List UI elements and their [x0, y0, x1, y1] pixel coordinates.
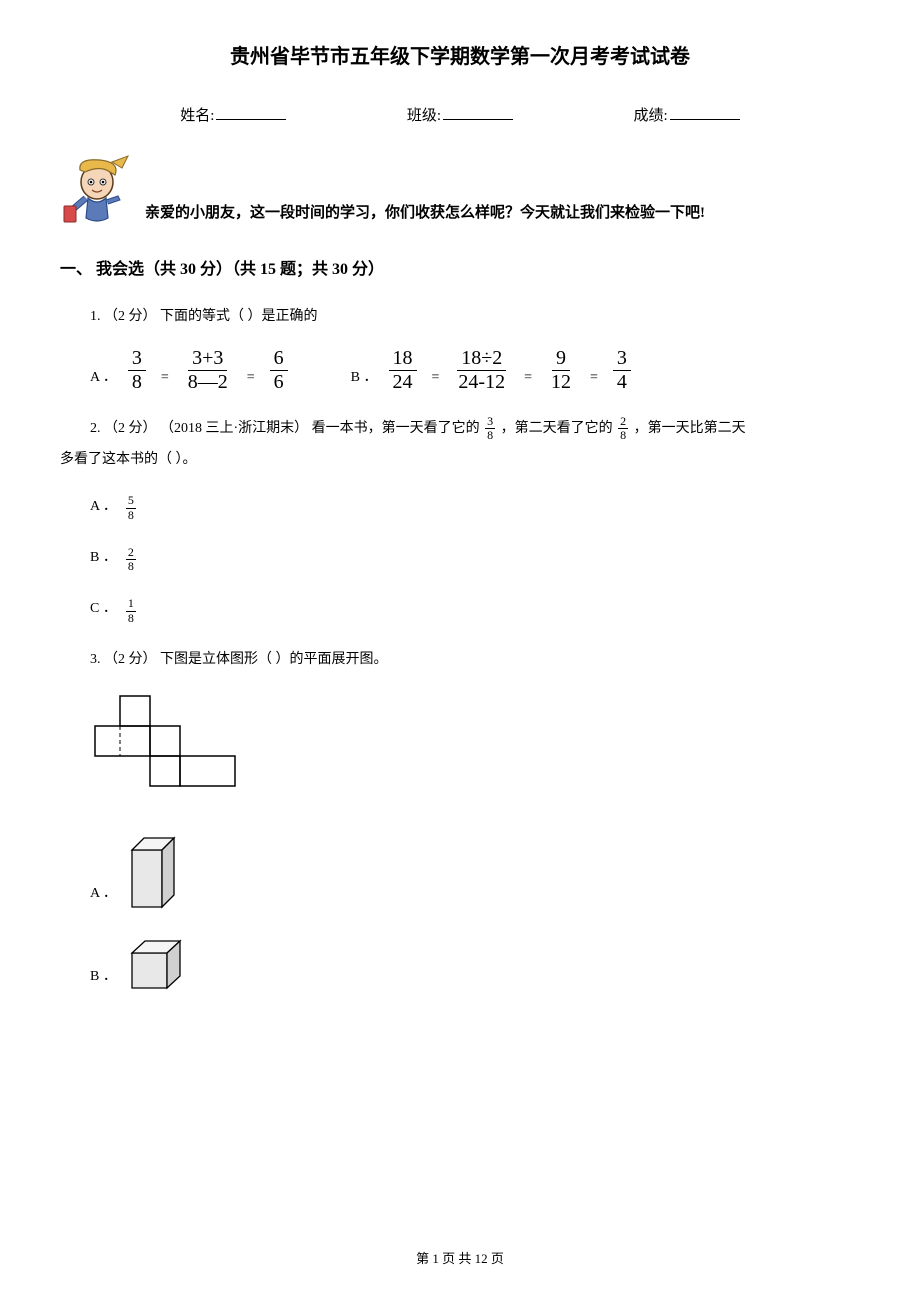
frac-num: 9	[552, 347, 570, 371]
equals-sign: =	[432, 365, 440, 394]
q2-frac2: 2 8	[618, 415, 628, 444]
frac-num: 3+3	[188, 347, 227, 371]
frac-den: 12	[547, 371, 575, 394]
frac-num: 6	[270, 347, 288, 371]
class-field: 班级:	[407, 104, 513, 125]
q1-stem: 下面的等式（ ）是正确的	[160, 309, 318, 324]
class-label: 班级:	[407, 104, 441, 125]
student-info-row: 姓名: 班级: 成绩:	[60, 104, 860, 125]
greeting-row: 亲爱的小朋友，这一段时间的学习，你们收获怎么样呢？今天就让我们来检验一下吧!	[60, 150, 860, 230]
q2-points: （2 分）	[104, 421, 157, 436]
frac-den: 6	[270, 371, 288, 394]
q1-option-a: A ． 3 8 = 3+3 8—2 = 6 6	[90, 347, 291, 394]
q1-optB-label: B ．	[351, 365, 378, 394]
q1b-frac4: 3 4	[613, 347, 631, 394]
frac-num: 2	[126, 546, 136, 561]
q1-options: A ． 3 8 = 3+3 8—2 = 6 6 B ． 18 24 =	[90, 347, 860, 394]
equals-sign: =	[247, 365, 255, 394]
frac-den: 24-12	[454, 371, 509, 394]
q3-option-a: A ．	[90, 835, 860, 910]
q2-p2: ，第二天看了它的	[501, 421, 613, 436]
q2-option-c: C ． 1 8	[90, 596, 860, 625]
frac-num: 3	[613, 347, 631, 371]
q2-line2: 多看了这本书的（ ）。	[60, 452, 197, 467]
frac-den: 8	[128, 371, 146, 394]
frac-num: 3	[128, 347, 146, 371]
q1-option-b: B ． 18 24 = 18÷2 24-12 = 9 12 = 3 4	[351, 347, 634, 394]
page-footer: 第 1 页 共 12 页	[0, 1248, 920, 1267]
q2-source: （2018 三上·浙江期末）	[160, 421, 308, 436]
frac-num: 2	[618, 415, 628, 430]
frac-den: 8	[485, 429, 495, 443]
score-blank	[670, 119, 740, 120]
q3-points: （2 分）	[104, 652, 157, 667]
q2b-frac: 2 8	[126, 546, 136, 575]
q3-number: 3.	[90, 652, 101, 667]
score-field: 成绩:	[634, 104, 740, 125]
q1b-frac1: 18 24	[389, 347, 417, 394]
equals-sign: =	[161, 365, 169, 394]
q3-option-b: B ．	[90, 938, 860, 993]
q1a-frac2: 3+3 8—2	[184, 347, 232, 394]
page-title: 贵州省毕节市五年级下学期数学第一次月考考试试卷	[60, 40, 860, 69]
section-1-header: 一、 我会选（共 30 分）（共 15 题；共 30 分）	[60, 255, 860, 279]
q2c-frac: 1 8	[126, 597, 136, 626]
q3-stem: 下图是立体图形（ ）的平面展开图。	[160, 652, 388, 667]
equals-sign: =	[590, 365, 598, 394]
frac-den: 8	[618, 429, 628, 443]
class-blank	[443, 119, 513, 120]
q2-p1: 看一本书，第一天看了它的	[312, 421, 480, 436]
q1-points: （2 分）	[104, 309, 157, 324]
frac-num: 5	[126, 494, 136, 509]
q1b-frac3: 9 12	[547, 347, 575, 394]
name-field: 姓名:	[180, 104, 286, 125]
q2-p3: ，第一天比第二天	[634, 421, 746, 436]
q3-text: 3. （2 分） 下图是立体图形（ ）的平面展开图。	[90, 647, 860, 672]
question-1: 1. （2 分） 下面的等式（ ）是正确的 A ． 3 8 = 3+3 8—2 …	[90, 304, 860, 394]
mascot-icon	[60, 150, 135, 230]
q1-text: 1. （2 分） 下面的等式（ ）是正确的	[90, 304, 860, 329]
frac-num: 18÷2	[457, 347, 506, 371]
q1b-frac2: 18÷2 24-12	[454, 347, 509, 394]
q2-option-a: A ． 5 8	[90, 494, 860, 523]
q2-text: 2. （2 分） （2018 三上·浙江期末） 看一本书，第一天看了它的 3 8…	[90, 414, 860, 476]
q2-optA-label: A ．	[90, 494, 117, 523]
q1a-frac3: 6 6	[270, 347, 288, 394]
cuboid-tall-icon	[127, 835, 182, 910]
q3-optA-label: A ．	[90, 881, 117, 910]
q2a-frac: 5 8	[126, 494, 136, 523]
frac-num: 1	[126, 597, 136, 612]
q2-option-b: B ． 2 8	[90, 545, 860, 574]
frac-den: 4	[613, 371, 631, 394]
frac-den: 8—2	[184, 371, 232, 394]
q3-net-diagram	[90, 691, 860, 810]
question-3: 3. （2 分） 下图是立体图形（ ）的平面展开图。 A ． B ．	[90, 647, 860, 992]
question-2: 2. （2 分） （2018 三上·浙江期末） 看一本书，第一天看了它的 3 8…	[90, 414, 860, 625]
q1a-frac1: 3 8	[128, 347, 146, 394]
q2-optB-label: B ．	[90, 545, 117, 574]
frac-den: 8	[126, 560, 136, 574]
frac-den: 8	[126, 612, 136, 626]
frac-den: 8	[126, 509, 136, 523]
q3-optB-label: B ．	[90, 964, 117, 993]
q2-frac1: 3 8	[485, 415, 495, 444]
score-label: 成绩:	[634, 104, 668, 125]
frac-num: 3	[485, 415, 495, 430]
cuboid-cube-icon	[127, 938, 187, 993]
greeting-text: 亲爱的小朋友，这一段时间的学习，你们收获怎么样呢？今天就让我们来检验一下吧!	[145, 201, 705, 230]
q2-optC-label: C ．	[90, 596, 117, 625]
q2-number: 2.	[90, 421, 101, 436]
name-blank	[216, 119, 286, 120]
name-label: 姓名:	[180, 104, 214, 125]
equals-sign: =	[524, 365, 532, 394]
net-svg	[90, 691, 250, 801]
frac-num: 18	[389, 347, 417, 371]
q1-optA-label: A ．	[90, 365, 117, 394]
frac-den: 24	[389, 371, 417, 394]
q1-number: 1.	[90, 309, 101, 324]
